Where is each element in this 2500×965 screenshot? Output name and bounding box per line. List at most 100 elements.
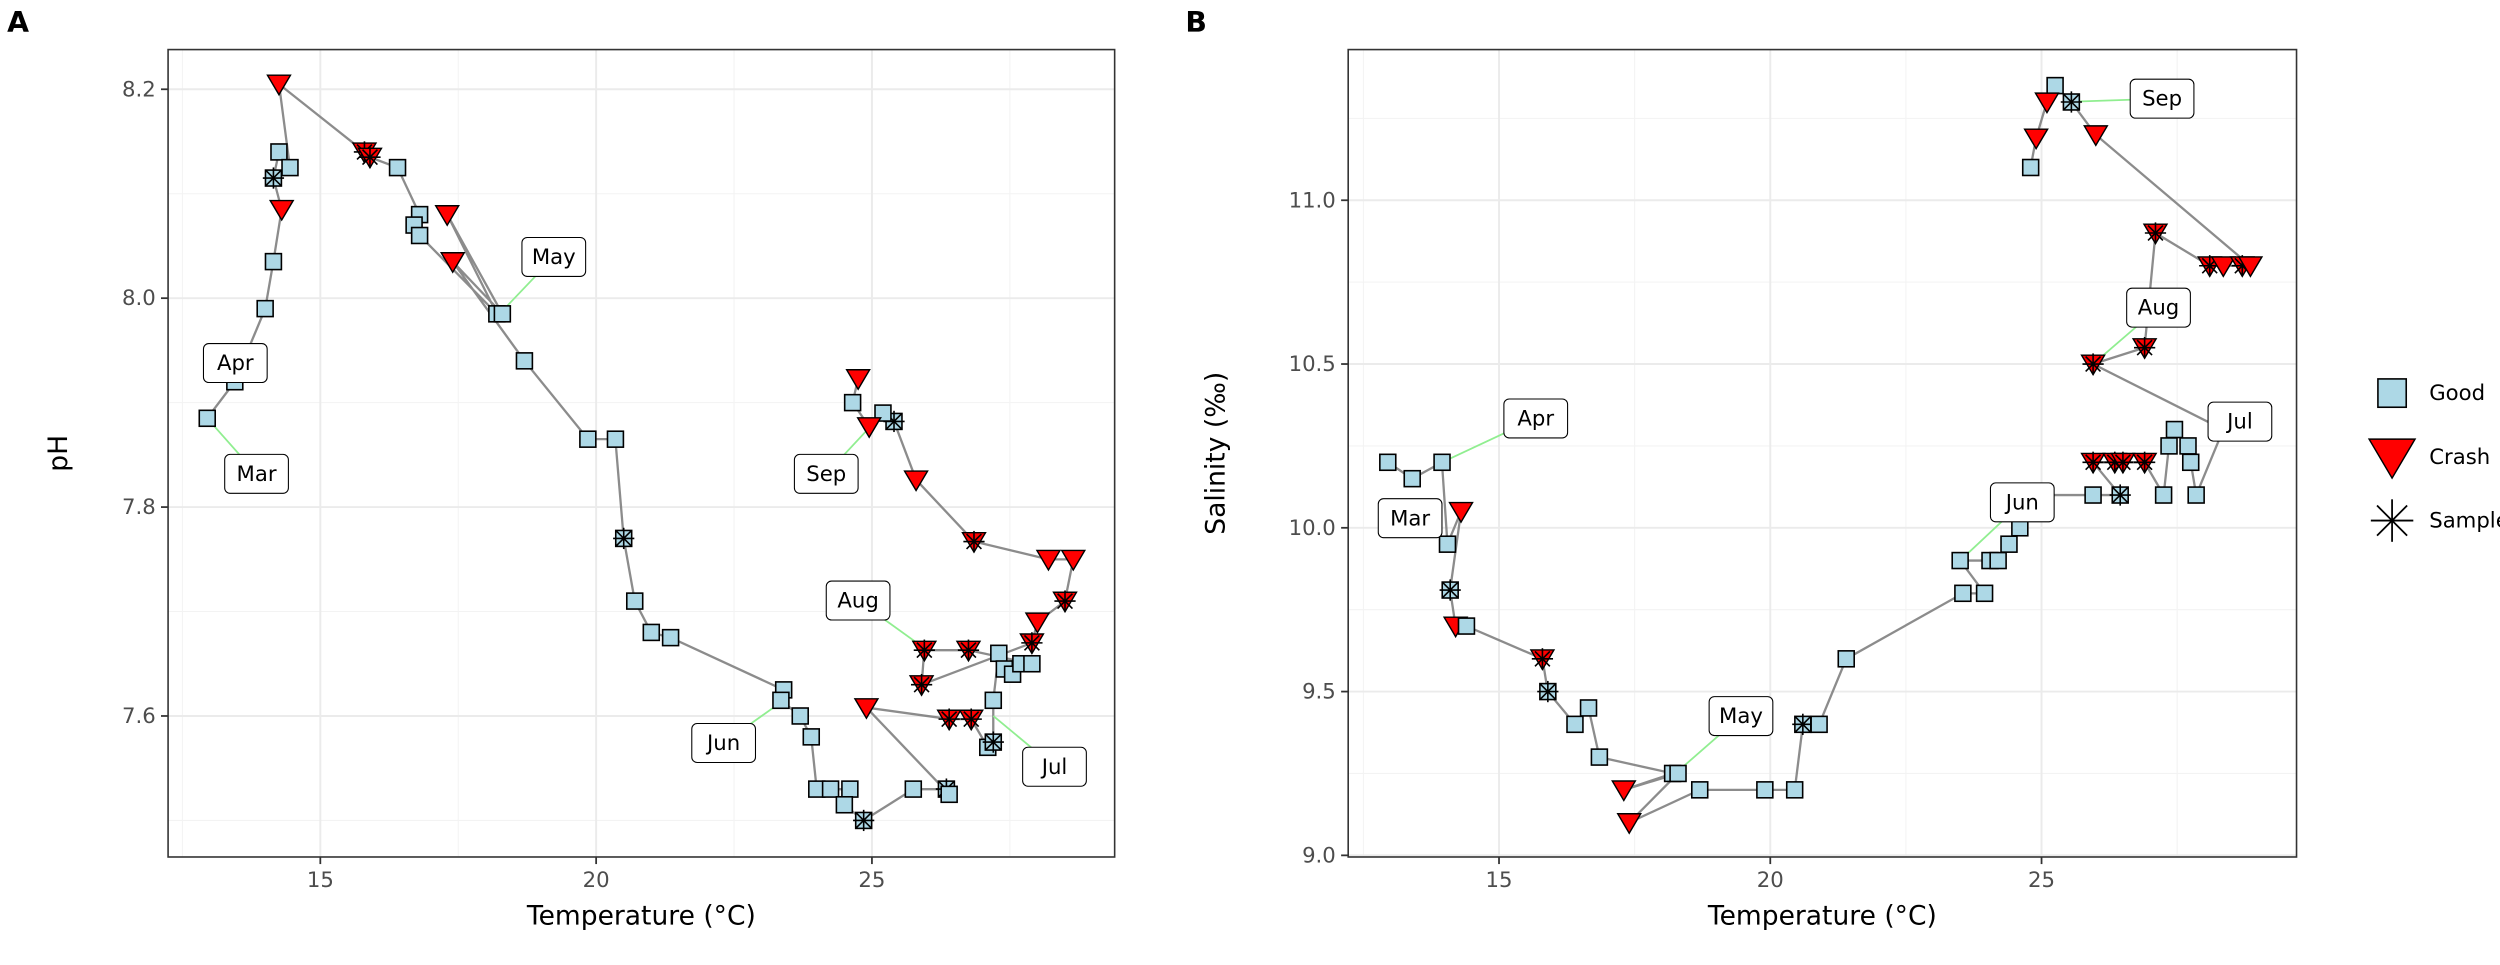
- sample-stroke: [886, 413, 902, 430]
- sample-stroke: [1057, 593, 1073, 610]
- good-marker: [2179, 437, 2197, 455]
- crash-marker: [1448, 501, 1474, 524]
- month-label: Jun: [691, 722, 757, 764]
- good-marker: [493, 305, 512, 323]
- y-tick-label: 7.8: [122, 495, 156, 520]
- legend-item-good: Good: [2377, 378, 2485, 409]
- month-label: Apr: [1503, 398, 1569, 439]
- good-marker: [990, 644, 1008, 663]
- sample-stroke: [985, 734, 1002, 751]
- y-tick-label: 7.6: [122, 704, 156, 729]
- y-tick-label: 9.0: [1302, 843, 1336, 868]
- sample-sequenced-marker: [963, 530, 985, 553]
- month-label: May: [1708, 696, 1774, 737]
- crash-marker: [268, 199, 295, 222]
- legend-label: Good: [2429, 381, 2485, 406]
- month-label-box: [793, 453, 859, 494]
- good-marker: [1433, 453, 1451, 472]
- good-marker: [2046, 76, 2064, 95]
- good-marker: [841, 780, 859, 798]
- asterisk-stroke: [2376, 504, 2408, 537]
- sample-sequenced-marker: [1537, 680, 1559, 703]
- month-label-text: Sep: [806, 462, 846, 487]
- sample-sequenced-marker: [853, 809, 875, 832]
- month-label-box: [691, 722, 757, 764]
- y-tick-label: 9.5: [1302, 680, 1336, 705]
- good-marker: [1669, 764, 1687, 783]
- sample-sequenced-marker: [613, 527, 635, 550]
- x-tick-label: 25: [2028, 868, 2055, 893]
- good-marker: [388, 158, 407, 177]
- good-marker: [772, 691, 790, 710]
- sample-stroke: [941, 711, 958, 728]
- good-marker: [984, 691, 1003, 710]
- good-marker: [791, 707, 809, 725]
- legend: Good Crash Sample Sequenced: [2367, 378, 2500, 542]
- good-marker: [1590, 748, 1609, 766]
- good-marker: [2165, 420, 2184, 439]
- sample-sequenced-marker: [960, 708, 982, 730]
- month-label-box: [1708, 696, 1774, 737]
- sample-sequenced-marker: [359, 146, 381, 168]
- good-marker: [1690, 781, 1709, 799]
- sample-sequenced-marker: [1054, 590, 1076, 612]
- sample-stroke: [913, 676, 930, 693]
- good-marker: [270, 143, 288, 161]
- trajectory-line: [206, 81, 1075, 822]
- good-marker: [2187, 486, 2205, 504]
- crash-marker: [2023, 128, 2049, 151]
- month-label: Aug: [825, 580, 891, 621]
- month-label-box: [2129, 78, 2195, 119]
- y-tick-label: 10.0: [1289, 516, 1336, 541]
- crash-marker: [1060, 549, 1087, 572]
- sample-stroke: [1442, 582, 1459, 599]
- sample-sequenced-marker: [913, 639, 935, 661]
- good-marker: [940, 785, 958, 804]
- x-tick-label: 15: [307, 868, 334, 893]
- y-tick-label: 10.5: [1289, 352, 1336, 377]
- good-marker: [606, 430, 625, 448]
- sample-stroke: [960, 642, 977, 659]
- sample-sequenced-marker: [2060, 91, 2082, 113]
- month-label: Apr: [202, 343, 268, 384]
- sample-sequenced-marker: [2112, 451, 2134, 473]
- x-tick-label: 25: [858, 868, 885, 893]
- month-label-box: [1503, 398, 1569, 439]
- sample-sequenced-marker: [910, 674, 933, 696]
- x-axis-title: Temperature (°C): [526, 900, 756, 931]
- panel-b: 15 20 25 9.0 9.5 10.0 10.5 11.0 Apr Mar May Jun Jul A…: [1185, 6, 2298, 931]
- crash-marker: [853, 698, 880, 720]
- good-marker: [843, 393, 862, 412]
- good-swatch-icon: [2377, 378, 2408, 409]
- good-marker: [642, 623, 661, 642]
- sample-sequenced-marker: [262, 167, 285, 189]
- asterisk-swatch-icon: [2370, 499, 2414, 542]
- crash-marker: [2083, 125, 2109, 147]
- month-label: Jul: [2207, 401, 2273, 442]
- month-label-text: Mar: [1390, 506, 1430, 531]
- panel-letter: B: [1185, 6, 1207, 39]
- sample-stroke: [963, 711, 980, 728]
- month-label: Mar: [224, 453, 289, 494]
- sample-stroke: [265, 170, 282, 187]
- month-label-text: May: [532, 245, 576, 270]
- sample-stroke: [2136, 454, 2153, 471]
- sample-sequenced-marker: [1792, 713, 1814, 735]
- crash-marker: [1035, 549, 1062, 572]
- good-marker: [821, 780, 840, 798]
- y-tick-label: 8.2: [122, 77, 156, 102]
- sample-sequenced-marker: [957, 639, 980, 661]
- legend-item-sample: Sample Sequenced: [2370, 499, 2500, 542]
- good-marker: [198, 409, 217, 428]
- sample-sequenced-marker: [1531, 648, 1554, 670]
- month-label: Sep: [2129, 78, 2195, 119]
- month-label-box: [1022, 746, 1087, 787]
- x-tick-label: 20: [583, 868, 610, 893]
- month-label-text: Aug: [837, 589, 878, 614]
- month-label-text: Apr: [1517, 407, 1554, 432]
- good-marker: [1785, 781, 1804, 799]
- good-marker: [1810, 715, 1828, 734]
- legend-label: Crash: [2429, 445, 2490, 470]
